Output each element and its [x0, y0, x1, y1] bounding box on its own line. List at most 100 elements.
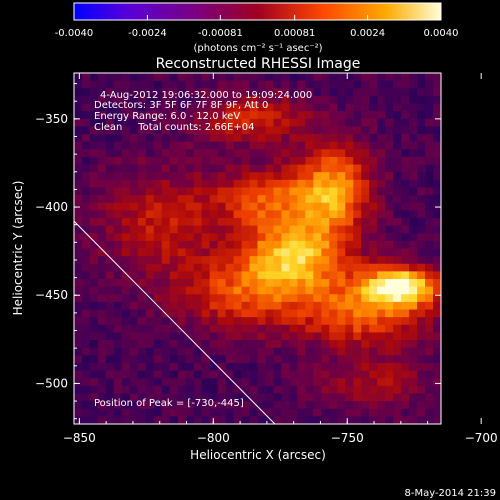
- heatmap-cell: [185, 355, 195, 364]
- heatmap-cell: [385, 301, 394, 311]
- heatmap-cell: [433, 332, 441, 341]
- heatmap-cell: [321, 332, 330, 341]
- heatmap-cell: [305, 378, 314, 387]
- heatmap-cell: [113, 271, 123, 280]
- heatmap-cell: [105, 408, 115, 417]
- heatmap-cell: [185, 279, 195, 288]
- heatmap-cell: [113, 217, 123, 227]
- heatmap-cell: [209, 233, 219, 242]
- heatmap-cell: [193, 294, 203, 303]
- heatmap-cell: [393, 164, 402, 173]
- heatmap-cell: [113, 172, 123, 181]
- heatmap-cell: [89, 416, 99, 424]
- heatmap-cell: [409, 126, 418, 135]
- heatmap-cell: [169, 210, 179, 219]
- heatmap-cell: [169, 126, 179, 135]
- heatmap-cell: [145, 309, 155, 318]
- heatmap-cell: [129, 134, 139, 143]
- heatmap-cell: [74, 286, 83, 295]
- heatmap-cell: [409, 370, 418, 379]
- heatmap-cell: [409, 187, 418, 196]
- heatmap-cell: [329, 187, 338, 196]
- heatmap-cell: [121, 408, 131, 417]
- heatmap-cell: [145, 401, 155, 410]
- heatmap-cell: [329, 118, 338, 128]
- heatmap-cell: [369, 294, 378, 303]
- heatmap-cell: [249, 294, 259, 303]
- heatmap-cell: [337, 134, 346, 143]
- heatmap-cell: [361, 210, 370, 219]
- heatmap-cell: [377, 126, 386, 135]
- heatmap-cell: [74, 401, 83, 410]
- heatmap-cell: [273, 172, 283, 181]
- heatmap-cell: [74, 103, 83, 112]
- heatmap-cell: [321, 141, 330, 150]
- heatmap-cell: [217, 256, 227, 265]
- heatmap-cell: [321, 340, 330, 349]
- heatmap-cell: [409, 202, 418, 211]
- heatmap-cell: [233, 362, 243, 372]
- y-tick-label: −350: [35, 112, 68, 126]
- heatmap-cell: [417, 378, 426, 387]
- heatmap-cell: [281, 172, 291, 181]
- heatmap-cell: [353, 401, 362, 410]
- heatmap-cell: [409, 408, 418, 417]
- solar-limb-line: [74, 220, 276, 424]
- heatmap-cell: [425, 164, 434, 173]
- heatmap-cell: [137, 416, 147, 424]
- heatmap-cell: [321, 393, 330, 402]
- heatmap-cell: [337, 408, 346, 417]
- heatmap-cell: [313, 286, 322, 295]
- heatmap-cell: [385, 88, 394, 97]
- heatmap-cell: [81, 309, 91, 318]
- heatmap-cell: [257, 240, 267, 250]
- heatmap-cell: [105, 362, 115, 372]
- heatmap-cell: [273, 286, 283, 295]
- heatmap-cell: [289, 88, 298, 97]
- heatmap-cell: [74, 332, 83, 341]
- heatmap-cell: [377, 179, 386, 189]
- heatmap-cell: [201, 111, 211, 120]
- heatmap-cell: [385, 111, 394, 120]
- heatmap-cell: [369, 111, 378, 120]
- heatmap-cell: [121, 248, 131, 257]
- heatmap-cell: [105, 73, 115, 82]
- heatmap-cell: [113, 210, 123, 219]
- heatmap-cell: [217, 370, 227, 379]
- heatmap-cell: [393, 95, 402, 105]
- heatmap-cell: [241, 408, 251, 417]
- heatmap-cell: [353, 286, 362, 295]
- heatmap-cell: [177, 156, 187, 166]
- heatmap-cell: [313, 172, 322, 181]
- heatmap-cell: [161, 118, 171, 128]
- heatmap-cell: [209, 134, 219, 143]
- heatmap-cell: [225, 103, 235, 112]
- heatmap-cell: [417, 408, 426, 417]
- heatmap-cell: [169, 286, 179, 295]
- heatmap-cell: [185, 240, 195, 250]
- heatmap-cell: [89, 263, 99, 272]
- heatmap-cell: [233, 141, 243, 150]
- heatmap-cell: [153, 95, 163, 105]
- heatmap-cell: [297, 370, 306, 379]
- heatmap-cell: [401, 393, 410, 402]
- heatmap-cell: [113, 187, 123, 196]
- heatmap-cell: [401, 401, 410, 410]
- heatmap-cell: [105, 111, 115, 120]
- heatmap-cell: [233, 111, 243, 120]
- heatmap-cell: [241, 134, 251, 143]
- heatmap-cell: [145, 385, 155, 395]
- heatmap-cell: [369, 164, 378, 173]
- heatmap-cell: [417, 187, 426, 196]
- heatmap-cell: [321, 164, 330, 173]
- heatmap-cell: [401, 225, 410, 234]
- heatmap-cell: [361, 362, 370, 372]
- heatmap-cell: [297, 408, 306, 417]
- heatmap-cell: [193, 393, 203, 402]
- heatmap-cell: [185, 309, 195, 318]
- heatmap-cell: [193, 309, 203, 318]
- heatmap-cell: [281, 408, 291, 417]
- heatmap-cell: [297, 195, 306, 204]
- heatmap-cell: [321, 202, 330, 211]
- heatmap-cell: [385, 217, 394, 227]
